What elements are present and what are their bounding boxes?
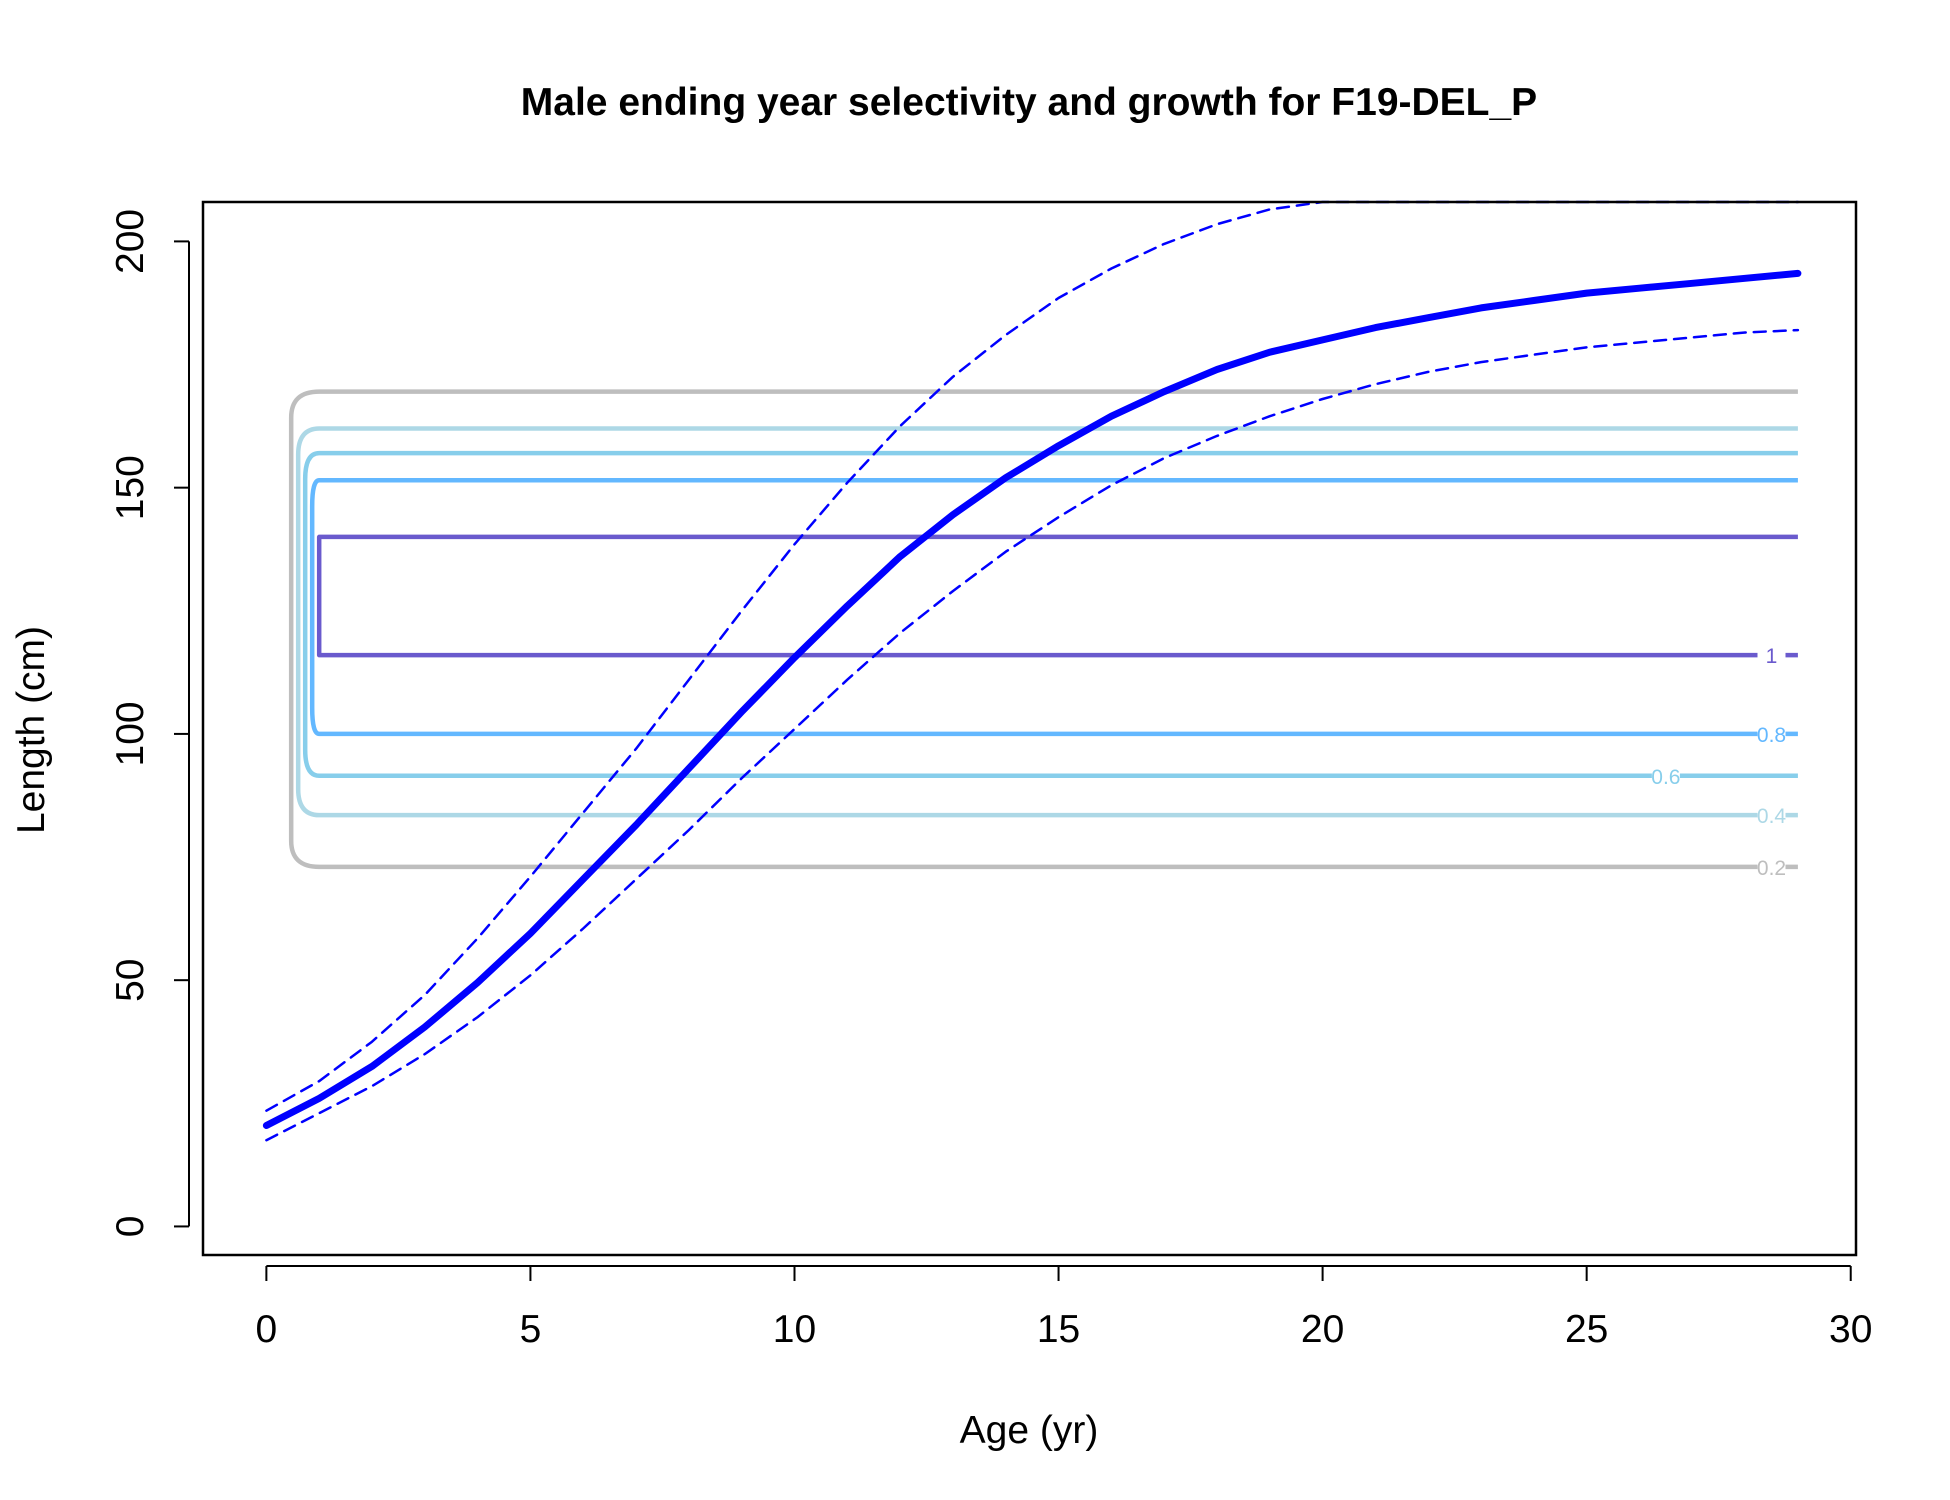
x-axis-label: Age (yr) bbox=[960, 1409, 1099, 1452]
contour-line bbox=[302, 450, 1798, 779]
contour-line bbox=[309, 478, 1798, 737]
growth-mean-line bbox=[262, 269, 1802, 1129]
y-tick-label: 0 bbox=[109, 1216, 152, 1238]
y-tick-label: 150 bbox=[109, 455, 152, 520]
growth-curves bbox=[262, 200, 1802, 1142]
contour-line bbox=[288, 389, 1798, 870]
x-tick-label: 30 bbox=[1829, 1308, 1872, 1351]
x-tick-label: 0 bbox=[256, 1308, 278, 1351]
x-tick-label: 5 bbox=[520, 1308, 542, 1351]
contour-label: 0.6 bbox=[1651, 766, 1680, 789]
y-axis-label: Length (cm) bbox=[10, 626, 53, 834]
contour-line bbox=[316, 534, 1798, 658]
contour-label: 0.8 bbox=[1757, 724, 1786, 747]
growth-lower-line bbox=[265, 328, 1800, 1142]
x-axis: 0 5 10 15 20 25 30 bbox=[256, 1265, 1872, 1351]
y-tick-label: 50 bbox=[109, 958, 152, 1001]
y-axis: 0 50 100 150 200 bbox=[109, 209, 190, 1238]
y-tick-label: 100 bbox=[109, 701, 152, 766]
x-tick-label: 25 bbox=[1565, 1308, 1608, 1351]
selectivity-contours: 0.2 0.4 0.6 0.8 1 bbox=[288, 389, 1798, 880]
x-tick-label: 15 bbox=[1037, 1308, 1080, 1351]
contour-line bbox=[295, 426, 1798, 818]
plot-frame bbox=[201, 200, 1858, 1257]
x-tick-label: 10 bbox=[773, 1308, 816, 1351]
contour-label: 1 bbox=[1766, 645, 1778, 668]
chart-title: Male ending year selectivity and growth … bbox=[521, 81, 1537, 124]
contour-label: 0.2 bbox=[1757, 857, 1786, 880]
y-tick-label: 200 bbox=[109, 209, 152, 274]
x-tick-label: 20 bbox=[1301, 1308, 1344, 1351]
contour-label: 0.4 bbox=[1757, 805, 1787, 828]
